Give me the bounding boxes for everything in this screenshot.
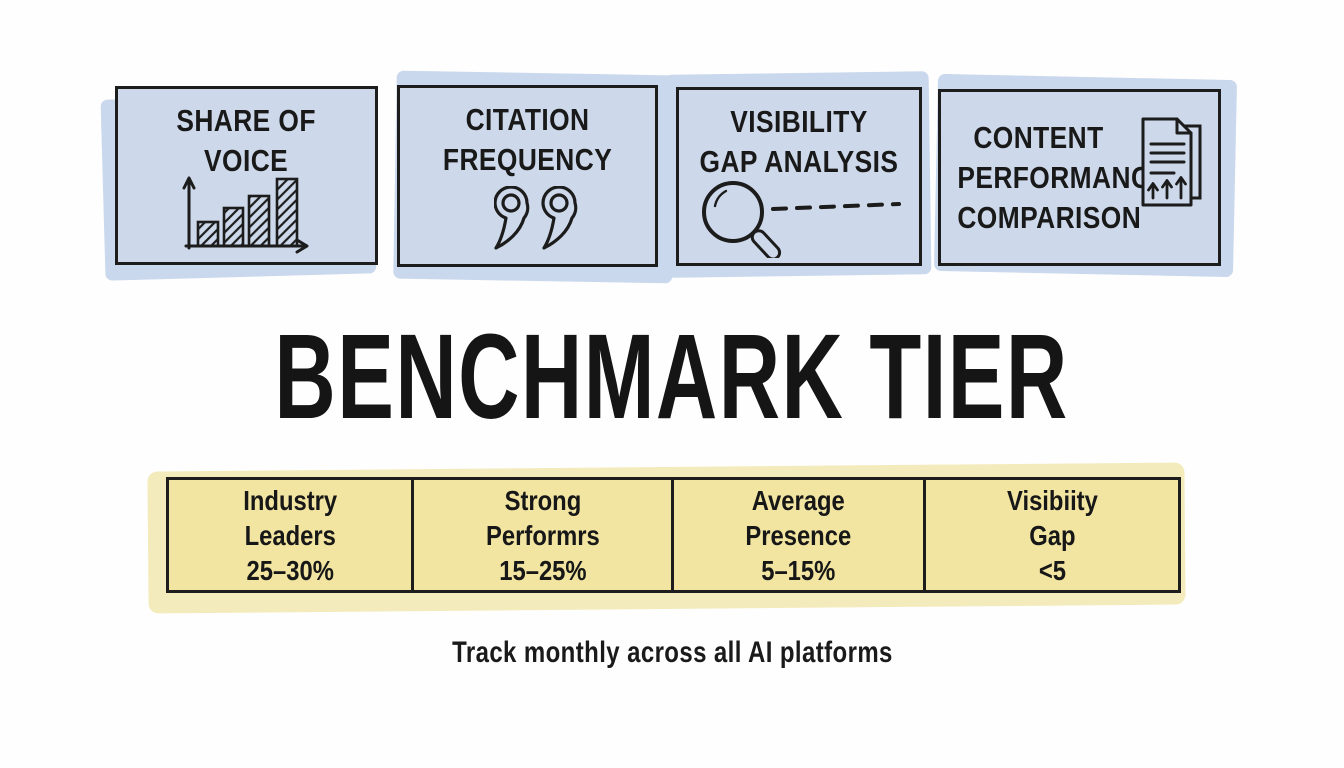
label-line: PERFORMANCE [957, 160, 1169, 195]
tier-range: <5 [1038, 554, 1066, 586]
page-title-text: BENCHMARK TIER [274, 309, 1070, 445]
label-line: SHARE OF [176, 103, 317, 138]
footnote: Track monthly across all AI platforms [0, 636, 1344, 670]
metric-card-content-performance-comparison: CONTENT PERFORMANCE COMPARISON [933, 73, 1238, 278]
label-line: CITATION [465, 102, 590, 137]
metric-card-label: CONTENT PERFORMANCE COMPARISON [957, 118, 1169, 238]
tier-line: Performrs [485, 519, 600, 551]
metric-card-label: SHARE OF VOICE [177, 101, 317, 181]
label-line: CONTENT [973, 120, 1104, 155]
tier-cell-text: Industry Leaders 25–30% [243, 483, 337, 588]
tier-cell-text: Strong Performrs 15–25% [486, 483, 600, 588]
card-surface: VISIBILITY GAP ANALYSIS [676, 87, 922, 266]
card-surface: CONTENT PERFORMANCE COMPARISON [938, 89, 1221, 266]
tier-cell-average-presence: Average Presence 5–15% [671, 480, 923, 590]
tier-line: Visibiity [1006, 484, 1098, 516]
footnote-text: Track monthly across all AI platforms [451, 636, 893, 669]
quotation-marks-icon [493, 186, 577, 250]
tier-row: Industry Leaders 25–30% Strong Performrs… [166, 477, 1181, 593]
metric-card-visibility-gap-analysis: VISIBILITY GAP ANALYSIS [664, 71, 932, 278]
tier-cell-strong-performers: Strong Performrs 15–25% [411, 480, 671, 590]
label-line: VOICE [204, 143, 289, 178]
tier-line: Average [751, 484, 846, 516]
label-line: COMPARISON [957, 200, 1142, 235]
card-surface: SHARE OF VOICE [115, 86, 378, 265]
documents-icon [1141, 117, 1202, 207]
metric-card-label: CITATION FREQUENCY [443, 100, 612, 180]
bar-chart-icon [182, 176, 308, 254]
metric-card-share-of-voice: SHARE OF VOICE [100, 86, 378, 281]
magnifying-glass-icon [702, 181, 901, 258]
label-line: FREQUENCY [442, 142, 613, 177]
tier-cell-text: Visibiity Gap <5 [1007, 483, 1098, 588]
metric-card-label: VISIBILITY GAP ANALYSIS [700, 102, 899, 182]
tier-range: 15–25% [498, 554, 587, 586]
label-line: GAP ANALYSIS [699, 144, 899, 179]
tier-cell-visibility-gap: Visibiity Gap <5 [923, 480, 1178, 590]
tier-range: 25–30% [246, 554, 334, 586]
card-surface: CITATION FREQUENCY [397, 85, 658, 267]
tier-line: Leaders [244, 519, 336, 551]
tier-cell-industry-leaders: Industry Leaders 25–30% [169, 480, 411, 590]
benchmark-tier-table: Industry Leaders 25–30% Strong Performrs… [147, 462, 1186, 614]
page-title: BENCHMARK TIER [0, 309, 1344, 445]
metric-card-citation-frequency: CITATION FREQUENCY [393, 70, 676, 284]
tier-line: Industry [243, 484, 337, 516]
tier-line: Strong [504, 484, 581, 516]
tier-line: Presence [745, 519, 852, 551]
tier-line: Gap [1028, 519, 1076, 551]
tier-range: 5–15% [761, 554, 836, 586]
tier-cell-text: Average Presence 5–15% [746, 483, 852, 588]
label-line: VISIBILITY [730, 104, 868, 139]
